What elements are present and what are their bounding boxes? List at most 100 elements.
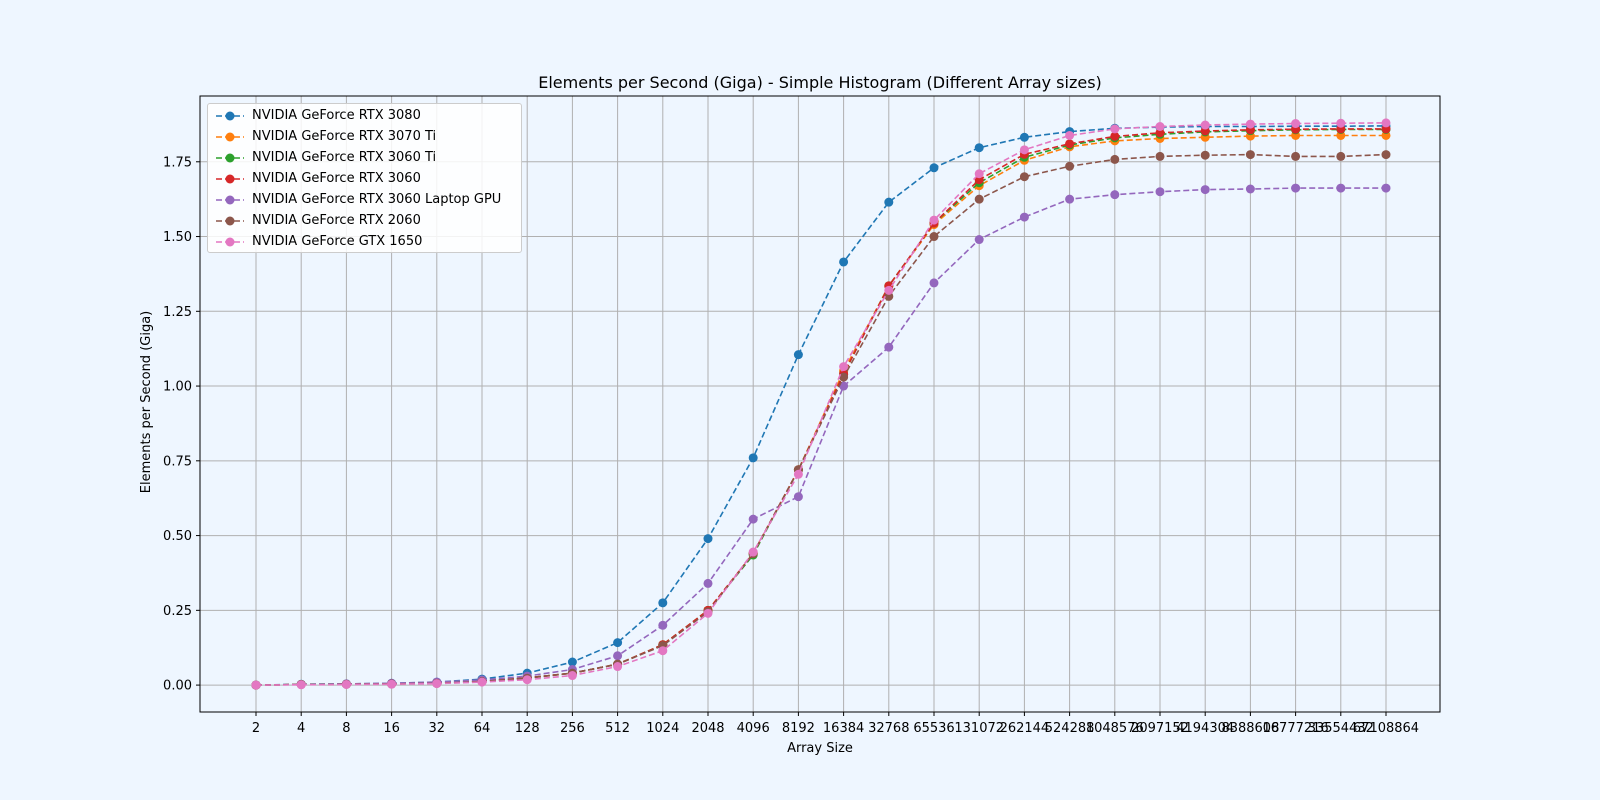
data-point bbox=[1245, 119, 1255, 129]
data-point bbox=[1019, 132, 1029, 142]
legend-item: NVIDIA GeForce RTX 2060 bbox=[208, 211, 521, 232]
x-tick-label: 65536 bbox=[913, 721, 954, 736]
data-point bbox=[1110, 131, 1120, 141]
data-point bbox=[567, 671, 577, 681]
data-point bbox=[929, 232, 939, 242]
x-tick-label: 262144 bbox=[1000, 721, 1050, 736]
legend-label: NVIDIA GeForce GTX 1650 bbox=[252, 234, 423, 249]
y-tick-label: 1.00 bbox=[163, 380, 192, 395]
axis-ticks: 2 4 8 16 32 64 128 256 512 1024 2048 4096 8192 16384 3… bbox=[163, 155, 1419, 736]
data-point bbox=[1110, 190, 1120, 200]
data-point bbox=[1336, 183, 1346, 193]
legend-swatch bbox=[216, 216, 244, 226]
series-line bbox=[255, 125, 1387, 686]
series-line bbox=[255, 122, 1387, 686]
x-tick-label: 67108864 bbox=[1353, 721, 1419, 736]
data-point bbox=[1245, 184, 1255, 194]
x-tick-label: 2 bbox=[252, 721, 260, 736]
data-point bbox=[1291, 183, 1301, 193]
legend-swatch bbox=[216, 237, 244, 247]
legend-swatch bbox=[216, 132, 244, 142]
y-tick-label: 0.75 bbox=[163, 454, 192, 469]
data-point bbox=[748, 514, 758, 524]
data-point bbox=[1200, 120, 1210, 130]
data-point bbox=[703, 534, 713, 544]
data-point bbox=[567, 657, 577, 667]
x-tick-label: 33554432 bbox=[1308, 721, 1374, 736]
data-point bbox=[477, 677, 487, 687]
legend: NVIDIA GeForce RTX 3080 NVIDIA GeForce RT… bbox=[207, 103, 522, 253]
legend-item: NVIDIA GeForce RTX 3060 bbox=[208, 169, 521, 190]
data-point bbox=[1336, 118, 1346, 128]
x-tick-label: 256 bbox=[560, 721, 585, 736]
legend-swatch bbox=[216, 111, 244, 121]
data-point bbox=[1336, 151, 1346, 161]
data-point bbox=[341, 679, 351, 689]
data-point bbox=[1019, 145, 1029, 155]
x-tick-label: 32768 bbox=[868, 721, 909, 736]
x-axis-label: Array Size bbox=[787, 741, 853, 756]
data-point bbox=[703, 608, 713, 618]
data-point bbox=[1065, 161, 1075, 171]
x-tick-label: 8192 bbox=[782, 721, 815, 736]
data-point bbox=[1155, 187, 1165, 197]
x-tick-label: 4 bbox=[297, 721, 305, 736]
x-tick-label: 16384 bbox=[823, 721, 864, 736]
data-point bbox=[793, 350, 803, 360]
y-tick-label: 1.50 bbox=[163, 230, 192, 245]
x-tick-label: 16 bbox=[383, 721, 400, 736]
data-point bbox=[748, 547, 758, 557]
data-point bbox=[1019, 212, 1029, 222]
data-point bbox=[658, 598, 668, 608]
data-point bbox=[1110, 124, 1120, 134]
data-point bbox=[839, 362, 849, 372]
data-point bbox=[658, 646, 668, 656]
legend-item: NVIDIA GeForce RTX 3060 Laptop GPU bbox=[208, 190, 521, 211]
legend-label: NVIDIA GeForce RTX 3070 Ti bbox=[252, 129, 437, 144]
plot-area-frame bbox=[199, 95, 1441, 713]
legend-swatch-marker bbox=[225, 111, 235, 121]
data-point bbox=[793, 469, 803, 479]
y-tick-label: 1.75 bbox=[163, 155, 192, 170]
x-tick-label: 64 bbox=[474, 721, 491, 736]
legend-swatch bbox=[216, 153, 244, 163]
data-point bbox=[703, 578, 713, 588]
x-tick-label: 4096 bbox=[737, 721, 770, 736]
data-point bbox=[658, 620, 668, 630]
series-group bbox=[251, 118, 1391, 690]
x-tick-label: 524288 bbox=[1045, 721, 1095, 736]
legend-label: NVIDIA GeForce RTX 3060 Ti bbox=[252, 150, 437, 165]
legend-label: NVIDIA GeForce RTX 3060 Laptop GPU bbox=[252, 192, 502, 207]
y-tick-label: 0.25 bbox=[163, 604, 192, 619]
y-tick-label: 1.25 bbox=[163, 305, 192, 320]
y-tick-label: 0.00 bbox=[163, 679, 192, 694]
data-point bbox=[522, 675, 532, 685]
legend-swatch-marker bbox=[225, 237, 235, 247]
data-point bbox=[296, 680, 306, 690]
data-point bbox=[1381, 118, 1391, 128]
x-tick-label: 1024 bbox=[646, 721, 679, 736]
series-line bbox=[255, 128, 1386, 686]
legend-swatch-marker bbox=[225, 195, 235, 205]
legend-swatch-marker bbox=[225, 216, 235, 226]
data-point bbox=[1381, 150, 1391, 160]
legend-label: NVIDIA GeForce RTX 3060 bbox=[252, 171, 421, 186]
data-point bbox=[1155, 122, 1165, 132]
chart-title: Elements per Second (Giga) - Simple Hist… bbox=[538, 73, 1102, 92]
series-5 bbox=[251, 183, 1391, 690]
x-tick-label: 2097152 bbox=[1131, 721, 1189, 736]
y-tick-label: 0.50 bbox=[163, 529, 192, 544]
data-point bbox=[1155, 128, 1165, 138]
x-tick-label: 1048576 bbox=[1086, 721, 1144, 736]
series-line bbox=[255, 153, 1387, 686]
x-tick-label: 8 bbox=[342, 721, 350, 736]
legend-swatch-marker bbox=[225, 132, 235, 142]
data-point bbox=[748, 453, 758, 463]
series-7 bbox=[251, 118, 1391, 690]
legend-swatch-marker bbox=[225, 174, 235, 184]
legend-swatch bbox=[216, 195, 244, 205]
data-point bbox=[974, 235, 984, 245]
series-line bbox=[255, 187, 1386, 686]
data-point bbox=[613, 651, 623, 661]
